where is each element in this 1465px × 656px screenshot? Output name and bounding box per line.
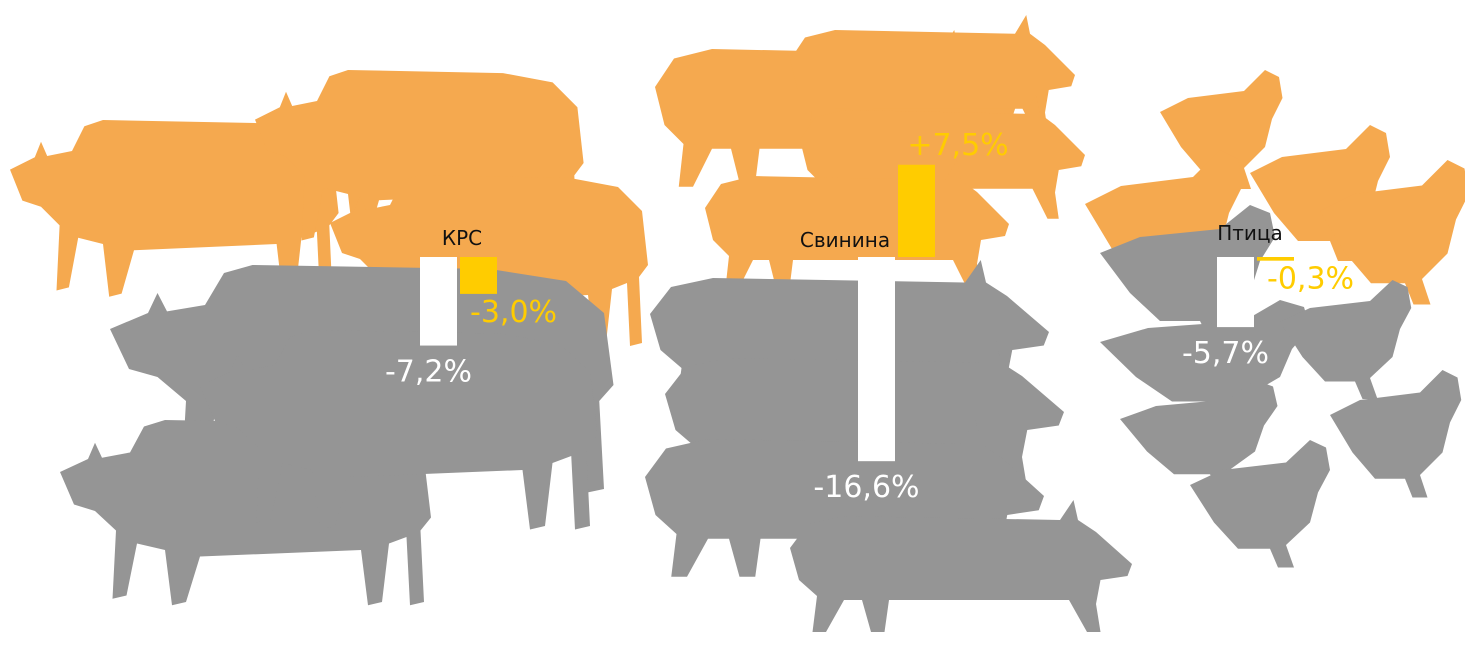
- value-label: +7,5%: [907, 128, 1008, 163]
- bar: [1257, 257, 1294, 261]
- value-label: -3,0%: [470, 295, 557, 330]
- bar: [858, 257, 895, 462]
- bar: [1217, 257, 1254, 328]
- value-label: -7,2%: [385, 355, 472, 390]
- category-label: Свинина: [800, 228, 890, 252]
- bar: [898, 164, 935, 257]
- value-label: -0,3%: [1267, 262, 1354, 297]
- bar: [420, 257, 457, 346]
- value-label: -16,6%: [813, 470, 919, 505]
- category-label: Птица: [1217, 221, 1283, 245]
- category-label: КРС: [442, 226, 482, 250]
- value-label: -5,7%: [1182, 336, 1269, 371]
- bars: КРС Свинина Птица -7,2% -16,6% -5,7% -3,0% +7,5…: [385, 128, 1354, 505]
- bar: [460, 257, 497, 294]
